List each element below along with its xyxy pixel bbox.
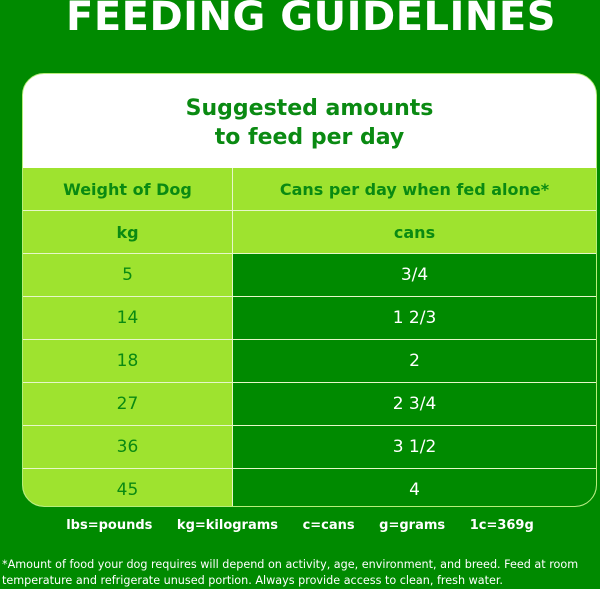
page-title: FEEDING GUIDELINES [66, 0, 556, 40]
cans-cell: 3/4 [232, 253, 596, 297]
legend-item: c=cans [302, 518, 355, 533]
cans-cell: 4 [232, 468, 596, 506]
header-weight: Weight of Dog [23, 168, 233, 211]
weight-cell: 14 [23, 296, 233, 340]
unit-weight: kg [23, 210, 233, 254]
subtitle-line-2: to feed per day [214, 125, 405, 150]
weight-cell: 27 [23, 382, 233, 426]
weight-cell: 45 [23, 468, 233, 506]
card-subtitle: Suggested amounts to feed per day [23, 94, 596, 152]
table-row: 14 1 2/3 [23, 296, 596, 340]
table-row: 45 4 [23, 468, 596, 506]
unit-row: kg cans [23, 210, 596, 254]
subtitle-line-1: Suggested amounts [185, 96, 434, 121]
weight-cell: 5 [23, 253, 233, 297]
header-row: Weight of Dog Cans per day when fed alon… [23, 168, 596, 211]
cans-cell: 2 [232, 339, 596, 383]
legend-item: lbs=pounds [66, 518, 153, 533]
abbreviation-legend: lbs=pounds kg=kilograms c=cans g=grams 1… [0, 518, 600, 533]
table-row: 5 3/4 [23, 253, 596, 297]
unit-cans: cans [232, 210, 596, 254]
feeding-card: Suggested amounts to feed per day Weight… [22, 73, 597, 507]
table-row: 36 3 1/2 [23, 425, 596, 469]
legend-item: g=grams [379, 518, 446, 533]
header-cans: Cans per day when fed alone* [232, 168, 596, 211]
feeding-table: Weight of Dog Cans per day when fed alon… [23, 168, 596, 506]
table-row: 18 2 [23, 339, 596, 383]
cans-cell: 3 1/2 [232, 425, 596, 469]
table-row: 27 2 3/4 [23, 382, 596, 426]
weight-cell: 36 [23, 425, 233, 469]
cans-cell: 1 2/3 [232, 296, 596, 340]
footnote: *Amount of food your dog requires will d… [2, 558, 579, 587]
legend-item: kg=kilograms [176, 518, 279, 533]
cans-cell: 2 3/4 [232, 382, 596, 426]
legend-item: 1c=369g [469, 518, 534, 533]
weight-cell: 18 [23, 339, 233, 383]
